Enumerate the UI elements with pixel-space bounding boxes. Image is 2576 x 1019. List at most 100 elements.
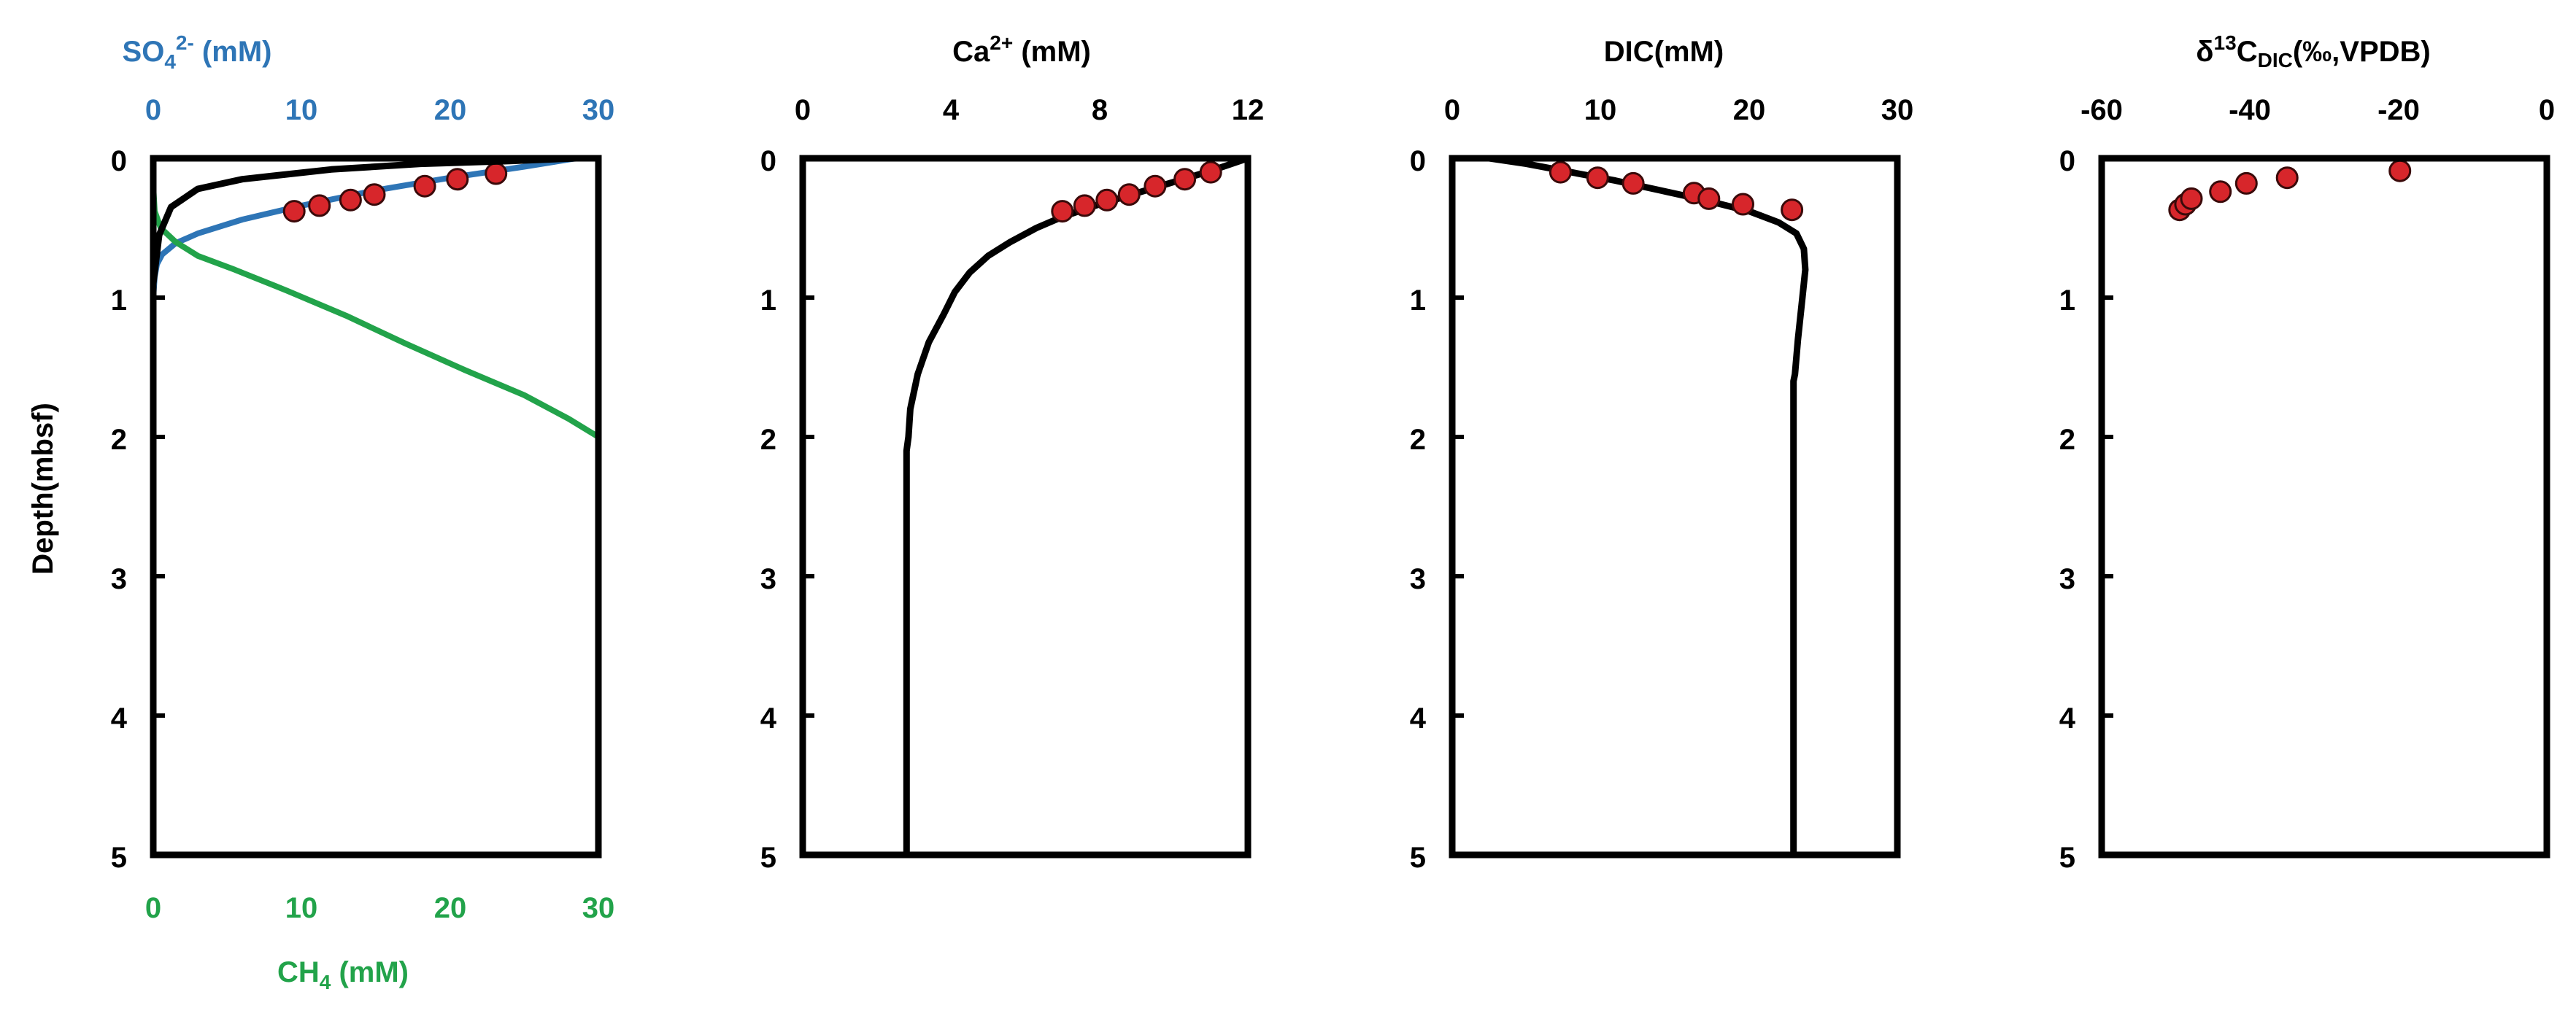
so4-measured-point [339,188,362,212]
dic-measured-point [1697,187,1721,210]
dic-measured-point [1549,160,1572,184]
y-tick-label: 4 [111,702,128,735]
top-tick-label: 8 [1092,94,1108,126]
panel-dic: DIC(mM) 0 10 20 30 0 1 2 3 4 5 [1410,36,1914,874]
y-tick-label: 1 [111,284,127,317]
bottom-tick-labels-methane: 0 10 20 30 [145,892,614,924]
ca-measured-point [1095,188,1119,212]
panel-d13c-dic: δ13CDIC(‰,VPDB) -60 -40 -20 0 0 1 2 3 4 … [2059,31,2555,874]
top-tick-label: 10 [285,94,318,126]
top-tick-labels-dic: 0 10 20 30 [1444,94,1913,126]
plot-frame [799,155,1252,859]
top-tick-label: -40 [2229,94,2271,126]
y-tick-label: 2 [2059,424,2075,456]
ca-measured-point [1051,200,1074,223]
ch4-top-line [150,155,576,284]
y-tick-label: 0 [2059,145,2075,177]
top-tick-label: 20 [1733,94,1766,126]
top-axis-title-calcium: Ca2+ (mM) [952,31,1091,68]
top-tick-label: 30 [582,94,615,126]
top-tick-label: -60 [2081,94,2123,126]
top-tick-label: 30 [1881,94,1914,126]
d13c-measured-point [2180,187,2203,210]
top-tick-labels-calcium: 0 4 8 12 [795,94,1264,126]
d13c-measured-point [2234,171,2258,195]
top-tick-labels-d13c: -60 -40 -20 0 [2081,94,2555,126]
y-tick-label: 5 [111,842,127,874]
y-tick-label: 1 [2059,284,2075,317]
d13c-measured-point [2275,166,2299,190]
y-tick-labels: 0 1 2 3 4 5 [2059,145,2076,874]
dic-model-line [1489,155,1809,855]
ca-model-line [903,155,1249,855]
top-tick-label: 0 [1444,94,1460,126]
y-tick-label: 5 [760,842,776,874]
top-tick-label: 0 [145,94,161,126]
y-tick-label: 4 [1410,702,1427,735]
so4-measured-point [485,162,508,185]
plot-frame [1449,155,1901,859]
dic-measured-point [1586,166,1609,190]
d13c-measured-point [2388,159,2412,182]
y-tick-label: 0 [111,145,127,177]
top-tick-label: 4 [943,94,960,126]
ca-measured-point [1073,194,1096,217]
bottom-tick-label: 0 [145,892,161,924]
y-tick-labels: 0 1 2 3 4 5 [760,145,777,874]
y-tick-label: 4 [760,702,777,735]
y-tick-label: 1 [760,284,776,317]
y-tick-label: 3 [760,563,776,595]
panel-sulfate-methane: SO42- (mM) 0 10 20 30 0 10 20 30 CH4 (mM… [27,31,614,993]
y-tick-label: 0 [760,145,776,177]
top-tick-labels-sulfate: 0 10 20 30 [145,94,614,126]
bottom-tick-label: 30 [582,892,615,924]
y-tick-label: 3 [1410,563,1426,595]
y-tick-labels: 0 1 2 3 4 5 [111,145,128,874]
y-tick-label: 2 [760,424,776,456]
top-axis-title-sulfate: SO42- (mM) [123,31,272,73]
y-tick-label: 1 [1410,284,1426,317]
top-tick-label: 12 [1232,94,1265,126]
top-axis-title-d13c: δ13CDIC(‰,VPDB) [2196,31,2430,71]
top-tick-label: 10 [1584,94,1617,126]
y-tick-labels: 0 1 2 3 4 5 [1410,145,1427,874]
top-tick-label: 0 [795,94,811,126]
ca-measured-point [1144,174,1167,198]
y-tick-label: 4 [2059,702,2076,735]
top-tick-label: 0 [2539,94,2555,126]
y-tick-label: 0 [1410,145,1426,177]
y-tick-label: 5 [2059,842,2075,874]
plot-frame [2098,155,2550,859]
plot-frame [150,155,602,859]
plot-area-sulfate-methane [150,155,601,855]
dic-measured-point [1781,198,1804,222]
ca-measured-point [1173,168,1197,191]
top-tick-label: -20 [2378,94,2420,126]
y-tick-label: 2 [1410,424,1426,456]
y-tick-label: 3 [111,563,127,595]
ca-measured-point [1117,183,1141,206]
bottom-axis-title-methane: CH4 (mM) [277,956,409,993]
so4-measured-point [363,183,386,206]
so4-measured-point [308,194,331,217]
y-axis-title-depth: Depth(mbsf) [27,403,59,575]
y-tick-label: 3 [2059,563,2075,595]
dic-measured-point [1732,193,1754,216]
bottom-tick-label: 20 [434,892,467,924]
plot-area-d13c [2168,159,2412,222]
y-tick-label: 5 [1410,842,1426,874]
so4-measured-point [413,174,436,198]
top-axis-title-dic: DIC(mM) [1604,36,1724,68]
plot-area-dic [1489,155,1809,855]
so4-measured-point [282,200,306,223]
plot-area-calcium [903,155,1249,855]
y-tick-label: 2 [111,424,127,456]
bottom-tick-label: 10 [285,892,318,924]
top-tick-label: 20 [434,94,467,126]
so4-measured-point [446,168,469,191]
panel-calcium: Ca2+ (mM) 0 4 8 12 0 1 2 3 4 5 [760,31,1265,874]
d13c-measured-point [2209,180,2232,204]
ca-measured-point [1199,160,1222,184]
dic-measured-point [1621,171,1645,195]
